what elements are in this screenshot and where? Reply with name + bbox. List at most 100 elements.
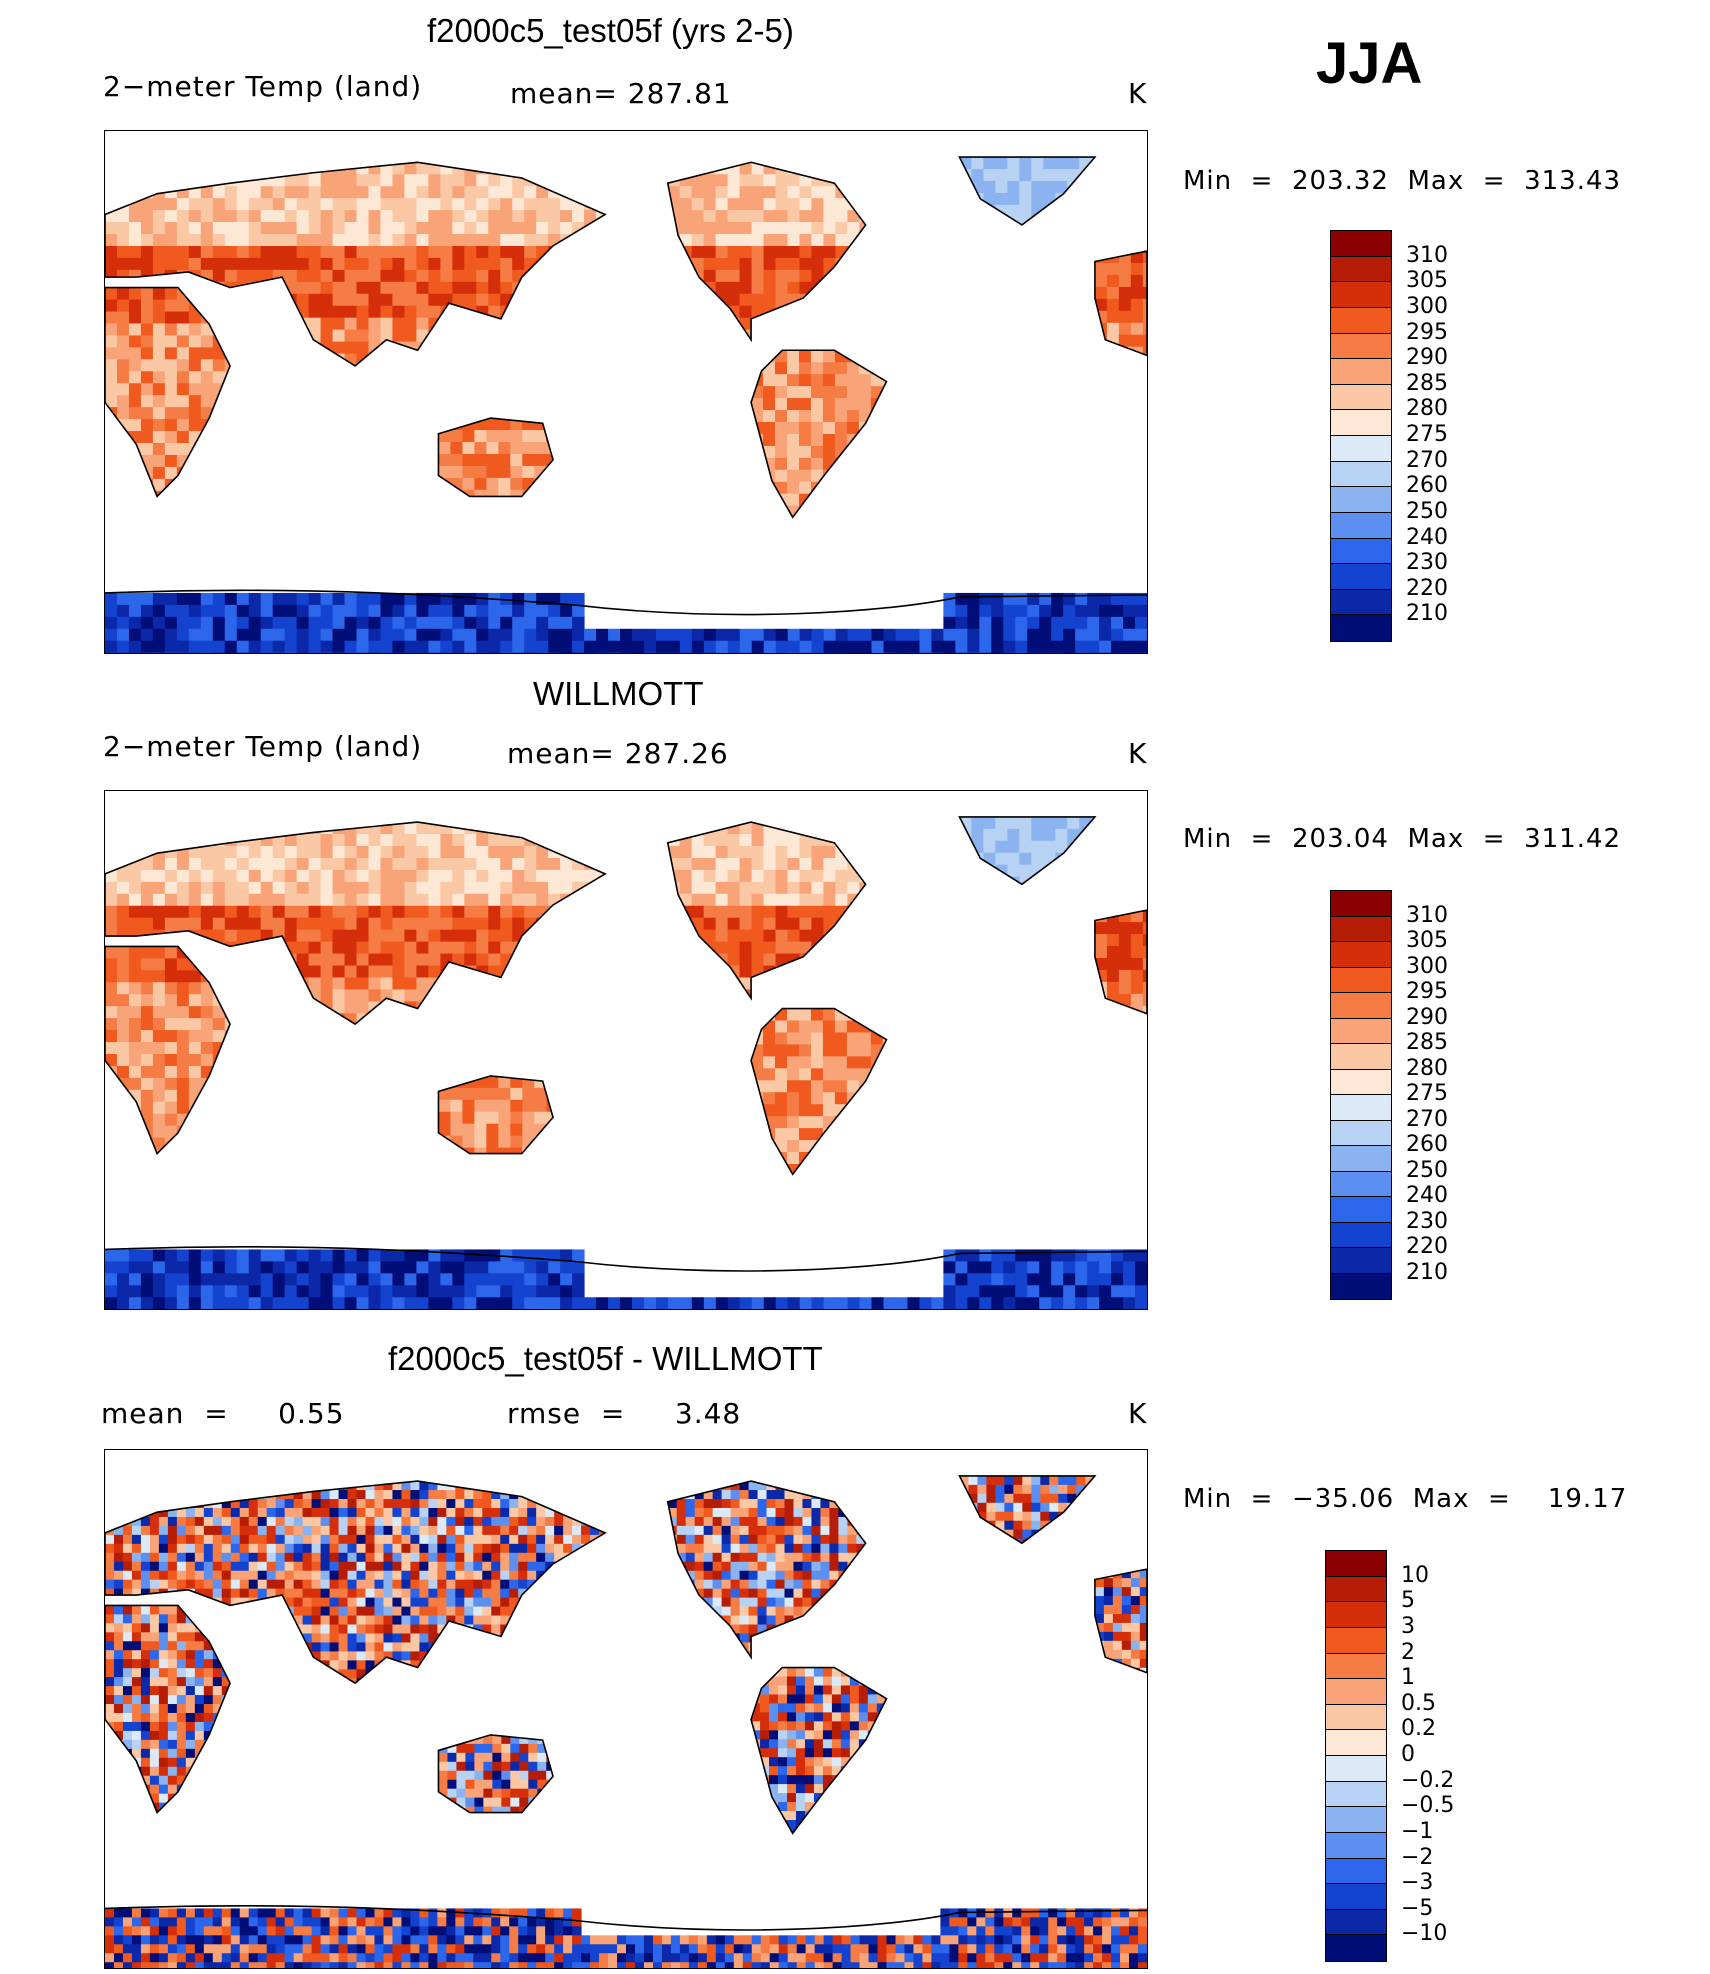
land-antarctica [105, 1249, 1147, 1309]
colorbar-segment [1331, 564, 1391, 590]
land-samerica [751, 350, 887, 518]
colorbar-tick-label: 305 [1406, 928, 1448, 953]
land-africa [105, 1605, 231, 1813]
colorbar-segment [1331, 1197, 1391, 1223]
colorbar-tick-label: 270 [1406, 1106, 1448, 1132]
colorbar-segment [1331, 1120, 1391, 1146]
colorbar-segment [1331, 384, 1391, 411]
panel-model-title: f2000c5_test05f (yrs 2-5) [427, 12, 794, 49]
colorbar-tick-label: 230 [1406, 1208, 1448, 1234]
colorbar-segment [1331, 410, 1391, 436]
colorbar-tick-label: 300 [1406, 293, 1448, 319]
colorbar-tick-label: 305 [1406, 268, 1448, 294]
colorbar-segment [1326, 1884, 1386, 1910]
colorbar-segment [1331, 891, 1391, 917]
colorbar-tick-label: 260 [1406, 473, 1448, 499]
panel-obs-title: WILLMOTT [533, 675, 704, 712]
colorbar-segment [1331, 1069, 1391, 1095]
colorbar-segment [1331, 359, 1391, 385]
coastline-africa [105, 945, 231, 1156]
colorbar-segment [1331, 967, 1391, 993]
colorbar-tick-label: 220 [1406, 1234, 1448, 1259]
colorbar-segment [1326, 1627, 1386, 1654]
land-westafrica [1094, 910, 1147, 1014]
colorbar-tick-label: 295 [1406, 979, 1448, 1004]
colorbar-tick-label: −3 [1401, 1870, 1434, 1896]
colorbar-segment [1326, 1602, 1386, 1628]
colorbar-tick-label: 290 [1406, 345, 1448, 371]
colorbar-tick-label: 210 [1406, 1259, 1448, 1285]
colorbar-tick-label: 285 [1406, 370, 1448, 396]
colorbar-segment [1331, 1044, 1391, 1070]
colorbar-tick-label: 10 [1401, 1562, 1429, 1588]
colorbar-tick-label: −0.2 [1401, 1767, 1455, 1793]
colorbar-tick-label: 220 [1406, 575, 1448, 601]
colorbar-segment [1331, 1273, 1391, 1299]
colorbar-tick-label: 240 [1406, 1183, 1448, 1208]
panel-diff-map [104, 1449, 1148, 1969]
colorbar-tick-label: 250 [1406, 498, 1448, 524]
colorbar-segment [1331, 487, 1391, 513]
panel-diff-colorbar [1325, 1550, 1387, 1962]
coastline-australia [437, 1075, 554, 1155]
colorbar-tick-label: 0.5 [1401, 1690, 1436, 1716]
coastline-greenland [958, 156, 1097, 226]
coastline-africa [105, 286, 231, 498]
colorbar-segment [1326, 1704, 1386, 1731]
panel-diff-units-label: K [1128, 1397, 1148, 1430]
colorbar-segment [1331, 942, 1391, 968]
colorbar-tick-label: 310 [1406, 902, 1448, 928]
coastline-namerica [666, 161, 867, 343]
colorbar-tick-label: −5 [1401, 1895, 1434, 1921]
colorbar-segment [1326, 1858, 1386, 1885]
coastline-samerica [750, 1007, 888, 1176]
colorbar-tick-label: 2 [1401, 1639, 1415, 1665]
panel-obs-mean-label: mean= 287.26 [507, 737, 729, 770]
coastline-greenland [958, 816, 1097, 886]
colorbar-segment [1331, 1222, 1391, 1248]
colorbar-segment [1326, 1807, 1386, 1833]
colorbar-segment [1331, 231, 1391, 257]
panel-obs-variable-label: 2−meter Temp (land) [103, 730, 423, 763]
colorbar-segment [1331, 512, 1391, 539]
panel-model-map-svg [105, 156, 1147, 653]
colorbar-tick-label: 210 [1406, 601, 1448, 627]
colorbar-segment [1331, 1171, 1391, 1197]
colorbar-tick-label: 310 [1406, 242, 1448, 268]
panel-diff-minmax: Min = −35.06 Max = 19.17 [1183, 1484, 1628, 1514]
colorbar-tick-label: 280 [1406, 396, 1448, 422]
coastline-antarctica [105, 589, 1147, 616]
panel-obs-units-label: K [1128, 737, 1148, 770]
coastline-eurasia [105, 1480, 607, 1685]
colorbar-tick-label: 230 [1406, 550, 1448, 576]
panel-obs-minmax: Min = 203.04 Max = 311.42 [1183, 824, 1622, 854]
colorbar-segment [1326, 1730, 1386, 1756]
season-label: JJA [1316, 31, 1423, 96]
land-australia [438, 418, 554, 497]
coastline-antarctica [105, 1246, 1147, 1272]
colorbar-tick-label: 280 [1406, 1055, 1448, 1081]
colorbar-tick-label: 250 [1406, 1157, 1448, 1183]
colorbar-tick-label: −10 [1401, 1921, 1448, 1947]
colorbar-segment [1331, 1095, 1391, 1121]
colorbar-segment [1326, 1653, 1386, 1680]
colorbar-tick-label: 5 [1401, 1588, 1415, 1614]
coastline-africa [105, 1604, 231, 1815]
colorbar-tick-label: 1 [1401, 1665, 1415, 1691]
colorbar-tick-label: −0.5 [1401, 1793, 1455, 1819]
colorbar-segment [1326, 1551, 1386, 1577]
colorbar-segment [1326, 1679, 1386, 1705]
colorbar-tick-label: 270 [1406, 447, 1448, 473]
coastline-australia [437, 1734, 554, 1814]
panel-model-minmax: Min = 203.32 Max = 313.43 [1183, 166, 1622, 196]
land-greenland [959, 1475, 1095, 1544]
colorbar-segment [1326, 1576, 1386, 1603]
colorbar-tick-label: 295 [1406, 319, 1448, 345]
panel-diff-map-svg [105, 1475, 1147, 1968]
land-greenland [959, 816, 1095, 885]
land-antarctica [105, 592, 1147, 653]
coastline-eurasia [105, 821, 607, 1026]
coastline-namerica [666, 1480, 867, 1660]
colorbar-tick-label: 275 [1406, 1081, 1448, 1106]
land-australia [438, 1075, 554, 1154]
